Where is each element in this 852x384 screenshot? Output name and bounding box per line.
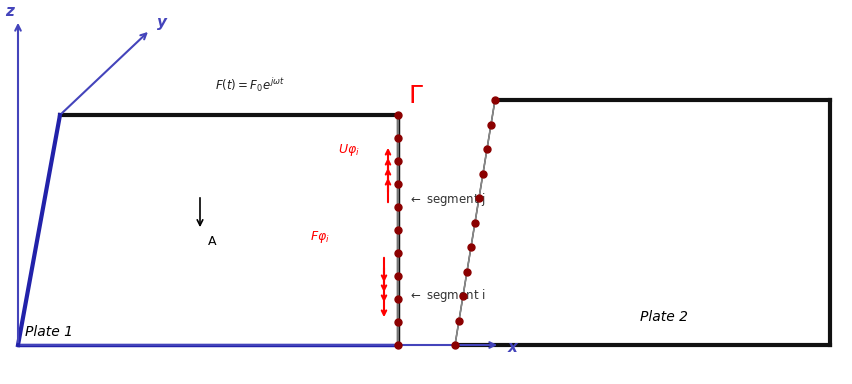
Text: A: A (208, 235, 216, 248)
Text: $F(t)=F_0e^{j\omega t}$: $F(t)=F_0e^{j\omega t}$ (215, 76, 285, 94)
Text: Plate 1: Plate 1 (25, 325, 73, 339)
Text: $\Gamma$: $\Gamma$ (408, 84, 423, 108)
Text: $\leftarrow$ segment j: $\leftarrow$ segment j (408, 192, 486, 209)
Text: $U\varphi_i$: $U\varphi_i$ (338, 142, 360, 158)
Text: y: y (157, 15, 167, 30)
Text: z: z (6, 5, 14, 20)
Text: $F\varphi_i$: $F\varphi_i$ (310, 229, 330, 245)
Text: x: x (508, 341, 518, 356)
Text: $\leftarrow$ segment i: $\leftarrow$ segment i (408, 286, 486, 303)
Text: Plate 2: Plate 2 (640, 310, 688, 324)
